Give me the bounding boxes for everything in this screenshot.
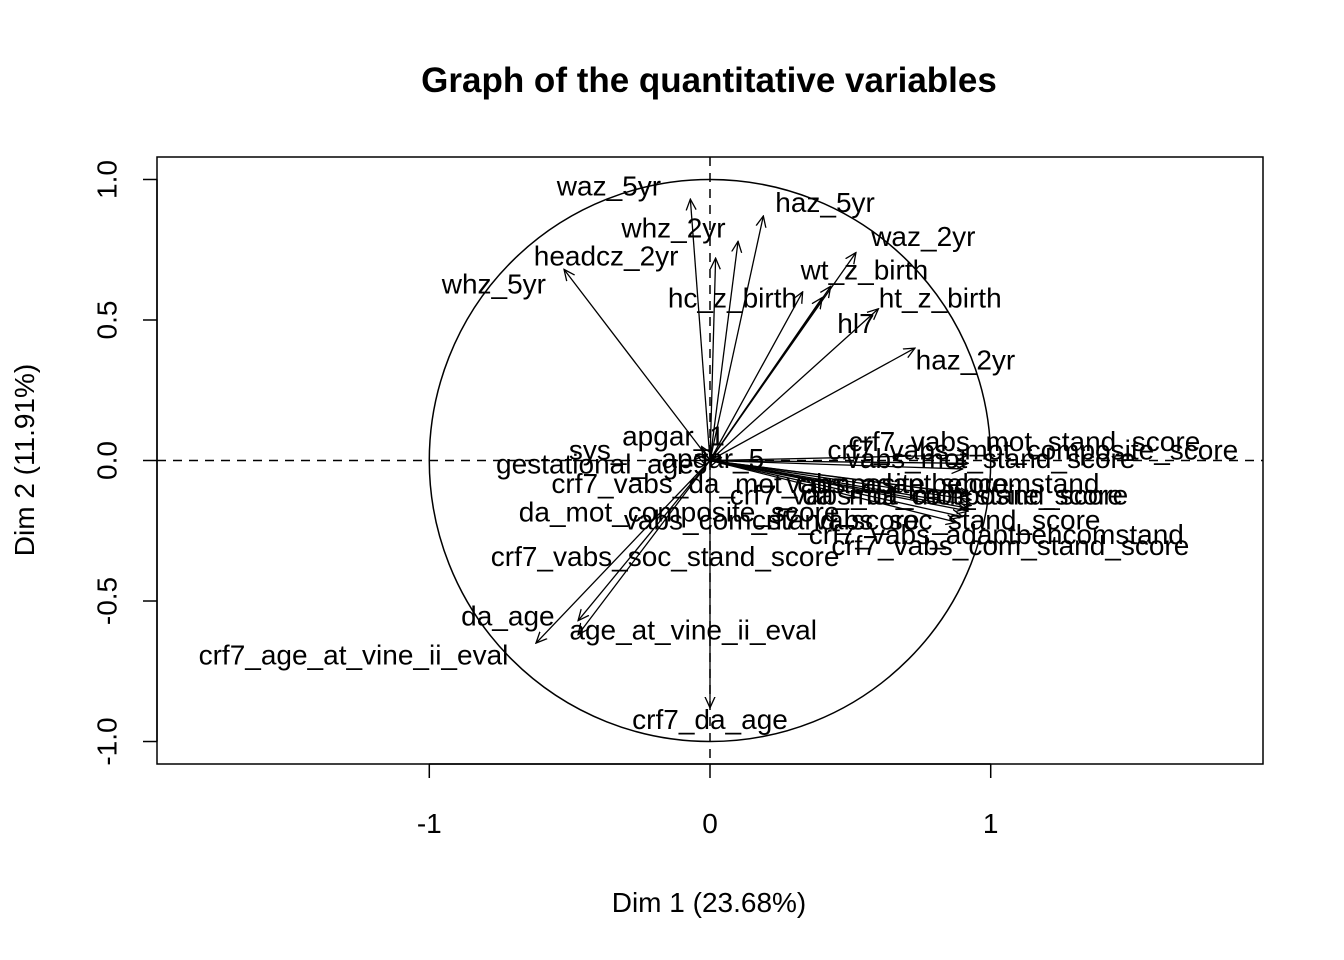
variable-label: gestational_age <box>496 449 694 480</box>
variable-arrow: apgar_1 <box>702 446 710 461</box>
variable-arrow: crf7_vabs_soc_stand_score <box>709 459 968 509</box>
variable-arrow: vabs_com_stand_score <box>709 459 963 517</box>
x-tick-label: -1 <box>417 808 442 839</box>
x-axis-title: Dim 1 (23.68%) <box>612 887 807 918</box>
variable-arrow: waz_5yr <box>690 199 711 461</box>
y-tick-label: -0.5 <box>91 577 122 625</box>
variable-arrow: haz_2yr <box>709 348 915 462</box>
variable-label: apgar_1 <box>622 420 725 451</box>
chart-title: Graph of the quantitative variables <box>421 61 997 100</box>
variable-label: crf7_age_at_vine_ii_eval <box>199 640 509 671</box>
variable-label: apgar_5 <box>661 443 764 474</box>
variable-arrow: crf7_age_at_vine_ii_eval <box>536 460 711 644</box>
variable-arrow: haz_5yr <box>709 216 763 461</box>
variable-label: da_mot_composite_score <box>519 496 840 527</box>
variable-arrow: hc_z_birth <box>709 292 803 461</box>
variable-label: hc_z_birth <box>668 283 797 314</box>
variable-arrow: crf7_vabs_adaptbehcomstand <box>709 459 968 495</box>
variable-arrow: vabs_mot_composite_score <box>709 461 968 464</box>
variable-label: ht_z_birth <box>879 283 1002 314</box>
variable-label: age_at_vine_ii_eval <box>569 614 817 645</box>
variable-label: vabs_com_stand_score <box>624 505 920 536</box>
variable-arrow: headcz_2yr <box>709 258 716 461</box>
variable-label: crf7_vabs_adaptbehcomstand <box>809 519 1184 550</box>
y-tick-label: -1.0 <box>91 717 122 765</box>
variable-label: crf7_vabs_mot_composite_score <box>827 434 1238 465</box>
x-tick-label: 0 <box>702 808 718 839</box>
y-tick-label: 0.5 <box>91 301 122 340</box>
y-axis-title: Dim 2 (11.91%) <box>9 364 40 556</box>
variable-label: whz_5yr <box>441 269 546 300</box>
variable-label: haz_2yr <box>916 345 1016 376</box>
variable-label: crf7_vabs_da_mot_stand_score <box>730 479 1128 510</box>
y-tick-label: 0.0 <box>91 441 122 480</box>
variable-label: crf7_vabs_soc_stand_score <box>752 505 1101 536</box>
plot-area: -1 0 1-1.0-0.50.00.51.0waz_5yrhaz_5yrwhz_2… <box>91 157 1263 839</box>
variable-arrow: vabs_da_mot_stand_score <box>709 459 971 500</box>
variable-label: vabs_adaptbehcomstand <box>787 468 1100 499</box>
variable-arrow: whz_2yr <box>709 241 738 461</box>
variable-arrow: whz_5yr <box>564 269 711 461</box>
variable-label: vabs_mot_stand_score <box>846 443 1136 474</box>
variable-label: headcz_2yr <box>534 241 679 272</box>
y-tick-label: 1.0 <box>91 160 122 199</box>
variable-label: crf7_vabs_soc_stand_score <box>491 541 840 572</box>
variable-arrow: da_age <box>578 460 711 621</box>
variable-label: da_age <box>461 600 554 631</box>
variable-label: crf7_vabs_da_mot_composite_score <box>551 468 1009 499</box>
variable-label: whz_2yr <box>620 212 725 243</box>
variable-label: waz_5yr <box>556 170 661 201</box>
variable-arrow: crf7_vabs_com_stand_score <box>709 459 957 523</box>
variable-arrow: hl7 <box>709 298 822 461</box>
variable-label: sys_ <box>569 434 627 465</box>
plot-frame <box>156 156 1264 765</box>
variable-label: crf7_vabs_mot_stand_score <box>849 426 1201 457</box>
variable-label: waz_2yr <box>870 221 975 252</box>
variable-arrow: crf7_vabs_mot_stand_score <box>709 455 968 462</box>
variable-label: hl7 <box>837 308 874 339</box>
variable-label: crf7_vabs_com_stand_score <box>831 530 1189 561</box>
variable-arrow: age_at_vine_ii_eval <box>578 460 711 635</box>
variable-label: wt_z_birth <box>800 255 929 286</box>
x-tick-label: 1 <box>983 808 999 839</box>
variable-arrow: crf7_vabs_mot_composite_score <box>709 459 963 469</box>
variable-label: haz_5yr <box>775 187 875 218</box>
variable-arrow: ht_z_birth <box>709 309 878 461</box>
variable-label: da_mot_composite_score <box>802 479 1123 510</box>
variable-label: crf7_da_age <box>632 704 788 735</box>
